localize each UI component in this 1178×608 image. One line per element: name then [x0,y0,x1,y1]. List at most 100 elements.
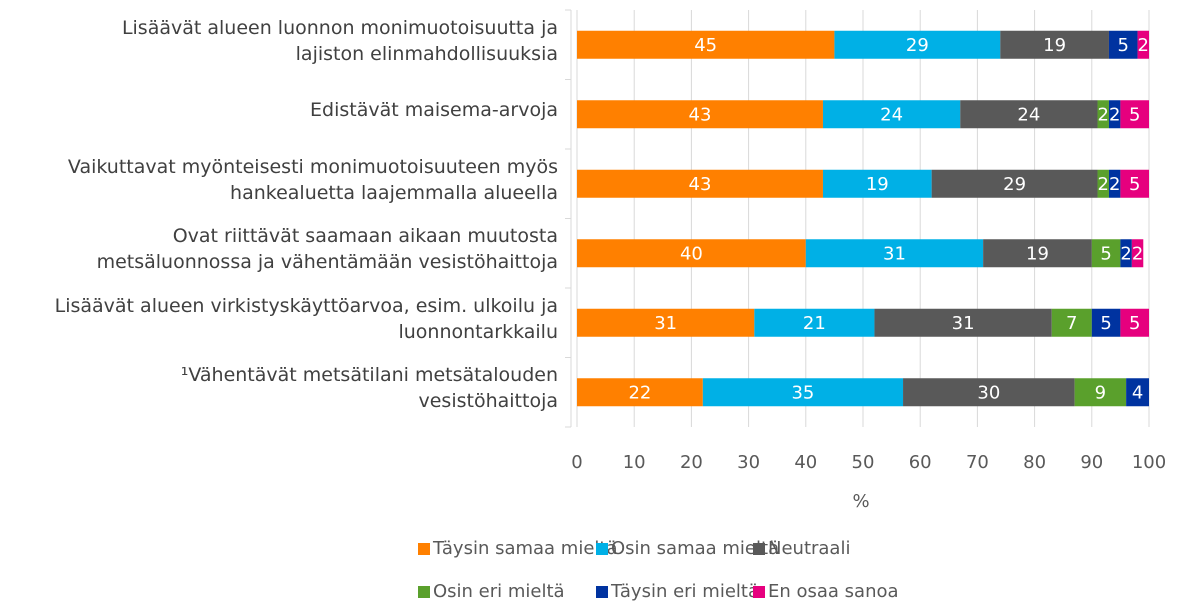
legend-swatch [753,543,765,555]
bar-segment [754,308,875,337]
x-tick-label: 0 [571,452,582,473]
x-tick-label: 100 [1132,452,1166,473]
category-label: Lisäävät alueen virkistyskäyttöarvoa, es… [54,294,558,343]
legend-swatch [418,543,430,555]
bar-segment [1126,378,1149,407]
data-label: 7 [1066,313,1077,334]
category-label: Lisäävät alueen luonnon monimuotoisuutta… [121,16,558,65]
bar-segment [834,30,1001,59]
data-label: 19 [1043,35,1066,56]
legend-swatch [596,586,608,598]
bar-segment [1108,169,1121,198]
data-label: 43 [689,104,712,125]
bar-segment [1108,100,1121,129]
legend-label: En osaa sanoa [768,581,899,602]
category-label: Ovat riittävät saamaan aikaan muutosta m… [96,225,558,274]
data-label: 2 [1120,243,1131,264]
bar-segment [1000,30,1109,59]
bar-segment [577,169,823,198]
data-label: 24 [1017,104,1040,125]
data-label: 19 [866,174,889,195]
bar-segment [1131,239,1144,268]
data-label: 19 [1026,243,1049,264]
bar-segment [1120,308,1149,337]
data-label: 21 [803,313,826,334]
bar-segment [805,239,984,268]
data-label: 35 [791,382,814,403]
bar-segment [874,308,1052,337]
data-label: 4 [1132,382,1143,403]
bar-segment [1137,30,1149,59]
x-tick-label: 10 [623,452,646,473]
bar-segment [822,169,932,198]
bar-segment [1091,239,1121,268]
bar-segment [1051,308,1092,337]
data-label: 5 [1129,313,1140,334]
category-label: ¹Vähentävät metsätilani metsätalouden ve… [180,364,558,413]
bar-segment [1097,169,1109,198]
data-label: 29 [906,35,929,56]
bar-segment [577,100,823,129]
legend-swatch [596,543,608,555]
data-label: 2 [1109,104,1120,125]
category-label: Vaikuttavat myönteisesti monimuotoisuute… [67,155,558,204]
bar-segment [1108,30,1138,59]
bar-segment [577,30,835,59]
data-label: 5 [1100,243,1111,264]
legend-label: Täysin eri mieltä [610,581,759,602]
data-label: 5 [1118,35,1129,56]
bar-segment [577,239,806,268]
legend-swatch [418,586,430,598]
data-label: 45 [694,35,717,56]
legend-label: Neutraali [768,538,850,559]
bar-segment [1120,169,1149,198]
bar-segment [1097,100,1109,129]
bar-segment [702,378,904,407]
data-label: 2 [1098,104,1109,125]
legend-label: Osin eri mieltä [433,581,565,602]
x-axis-label: % [852,491,869,512]
data-label: 9 [1095,382,1106,403]
category-label: Edistävät maisema-arvoja [310,99,558,122]
data-label: 5 [1129,174,1140,195]
bar-segment [960,100,1098,129]
data-label: 2 [1132,243,1143,264]
data-label: 40 [680,243,703,264]
data-label: 43 [689,174,712,195]
x-tick-label: 90 [1080,452,1103,473]
legend-swatch [753,586,765,598]
x-tick-label: 20 [680,452,703,473]
x-tick-label: 30 [737,452,760,473]
x-tick-label: 40 [794,452,817,473]
x-tick-label: 70 [966,452,989,473]
x-tick-label: 60 [909,452,932,473]
data-label: 29 [1003,174,1026,195]
legend-label: Täysin samaa mieltä [432,538,618,559]
bar-segment [1120,100,1149,129]
data-label: 2 [1138,35,1149,56]
bar-segment [1074,378,1127,407]
bar-segment [822,100,961,129]
bar-segment [1120,239,1132,268]
data-label: 31 [952,313,975,334]
data-label: 31 [883,243,906,264]
data-label: 22 [628,382,651,403]
data-label: 5 [1129,104,1140,125]
data-label: 2 [1098,174,1109,195]
legend-label: Osin samaa mieltä [611,538,779,559]
x-tick-label: 50 [852,452,875,473]
bar-segment [983,239,1092,268]
data-label: 5 [1100,313,1111,334]
data-label: 31 [654,313,677,334]
data-label: 24 [880,104,903,125]
data-label: 30 [977,382,1000,403]
bar-segment [577,308,755,337]
bar-segment [903,378,1075,407]
bar-segment [577,378,703,407]
data-label: 2 [1109,174,1120,195]
x-tick-label: 80 [1023,452,1046,473]
bar-segment [1091,308,1121,337]
bar-segment [931,169,1098,198]
